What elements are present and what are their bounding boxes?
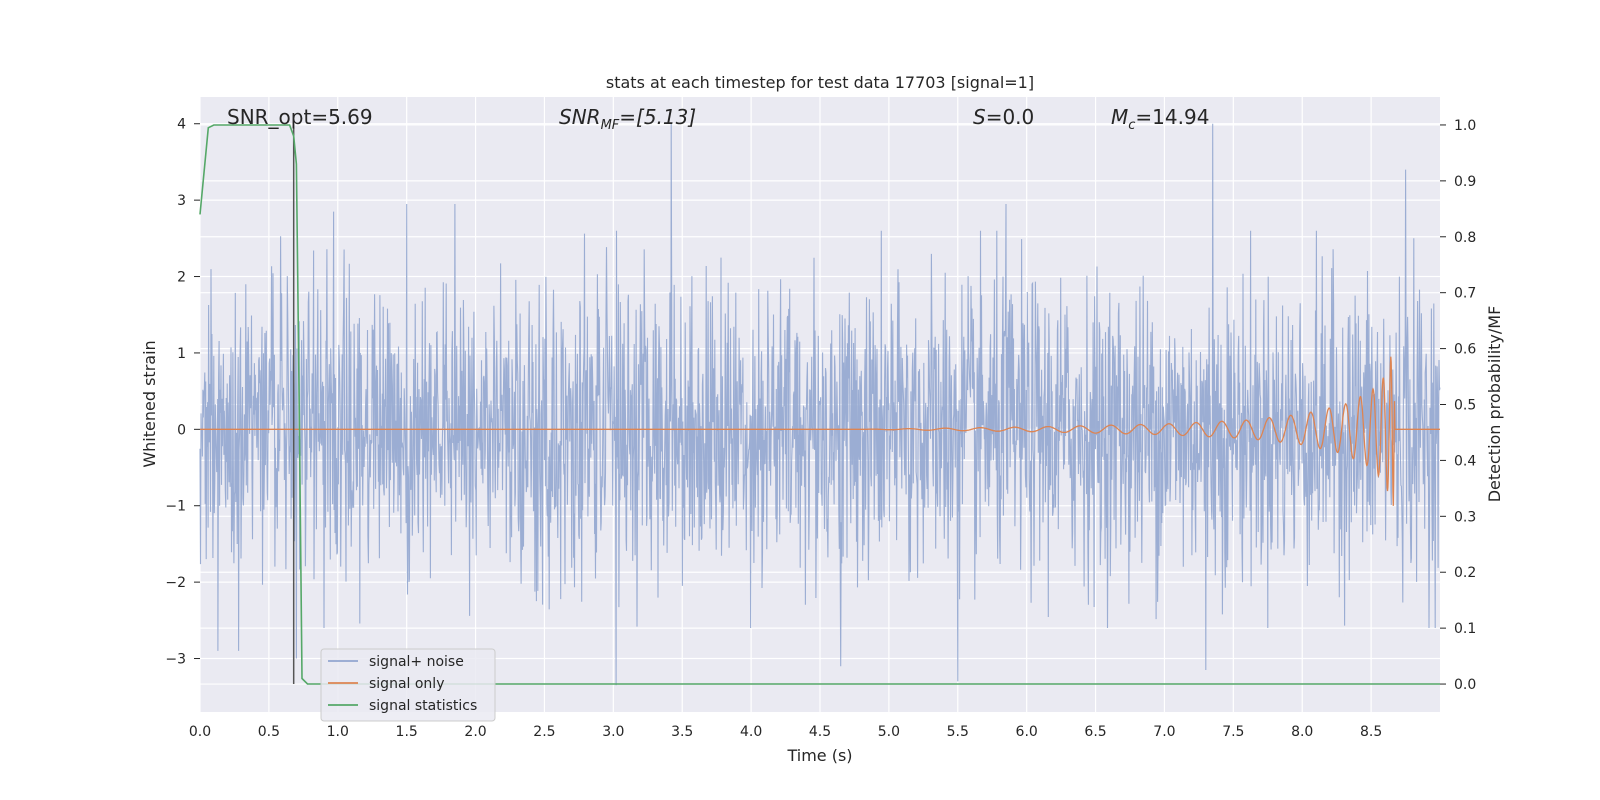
series-signal-only-line bbox=[200, 356, 1440, 506]
x-tick-label: 5.0 bbox=[878, 724, 900, 740]
series-layer bbox=[199, 123, 1441, 686]
y-tick-label-right: 0.1 bbox=[1454, 621, 1476, 637]
legend-label-signal-statistics: signal statistics bbox=[369, 698, 477, 714]
y-tick-label-left: −3 bbox=[165, 652, 186, 668]
y-tick-label-right: 1.0 bbox=[1454, 118, 1476, 134]
x-tick-label: 5.5 bbox=[947, 724, 969, 740]
x-tick-label: 0.0 bbox=[189, 724, 211, 740]
x-tick-label: 2.5 bbox=[533, 724, 555, 740]
legend-box bbox=[320, 648, 496, 722]
annotation-snr-mf: SNRMF=[5.13] bbox=[559, 105, 696, 133]
y-tick-label-left: 1 bbox=[177, 346, 186, 362]
x-tick-label: 8.5 bbox=[1360, 724, 1382, 740]
x-axis-label: Time (s) bbox=[786, 746, 852, 765]
x-tick-label: 0.5 bbox=[258, 724, 280, 740]
series-signal-statistics-line bbox=[199, 124, 1440, 685]
x-tick-label: 3.0 bbox=[602, 724, 624, 740]
y-tick-label-left: 0 bbox=[177, 422, 186, 438]
x-tick-label: 4.0 bbox=[740, 724, 762, 740]
y-tick-label-right: 0.9 bbox=[1454, 174, 1476, 190]
legend-label-signal-noise: signal+ noise bbox=[369, 654, 464, 670]
y-tick-label-left: 2 bbox=[177, 270, 186, 286]
y-tick-label-left: 3 bbox=[177, 193, 186, 209]
y-tick-label-left: 4 bbox=[177, 117, 186, 133]
annotation-mc: Mc=14.94 bbox=[1111, 105, 1209, 133]
y-tick-label-right: 0.3 bbox=[1454, 509, 1476, 525]
y-tick-label-right: 0.0 bbox=[1454, 677, 1476, 693]
legend-label-signal-only: signal only bbox=[369, 676, 444, 692]
y-tick-label-right: 0.6 bbox=[1454, 342, 1476, 358]
y-tick-label-right: 0.4 bbox=[1454, 453, 1476, 469]
x-tick-labels: 0.0 0.5 1.0 1.5 2.0 2.5 3.0 3.5 4.0 4.5 5.0 5.5 6.0 6… bbox=[189, 724, 1382, 740]
annotation-snr-opt: SNR_opt=5.69 bbox=[227, 105, 373, 129]
x-tick-label: 1.0 bbox=[327, 724, 349, 740]
series-signal-noise-line bbox=[199, 123, 1441, 686]
x-tick-label: 1.5 bbox=[396, 724, 418, 740]
x-tick-label: 3.5 bbox=[671, 724, 693, 740]
x-tick-label: 4.5 bbox=[809, 724, 831, 740]
chart-title: stats at each timestep for test data 177… bbox=[606, 73, 1034, 92]
x-tick-label: 2.0 bbox=[464, 724, 486, 740]
annotation-s: S=0.0 bbox=[973, 105, 1034, 129]
y-tick-label-right: 0.8 bbox=[1454, 230, 1476, 246]
x-tick-label: 7.0 bbox=[1153, 724, 1175, 740]
x-tick-label: 8.0 bbox=[1291, 724, 1313, 740]
y-tick-labels-right: 0.0 0.1 0.2 0.3 0.4 0.5 0.6 0.7 0.8 0.9 1.0 bbox=[1440, 118, 1476, 693]
x-tick-label: 7.5 bbox=[1222, 724, 1244, 740]
y-tick-label-right: 0.7 bbox=[1454, 286, 1476, 302]
legend: signal+ noise signal only signal statist… bbox=[320, 648, 496, 722]
y-axis-label-right: Detection probability/MF bbox=[1485, 306, 1504, 503]
x-tick-label: 6.5 bbox=[1084, 724, 1106, 740]
y-tick-label-right: 0.2 bbox=[1454, 565, 1476, 581]
y-axis-label-left: Whitened strain bbox=[140, 340, 159, 467]
y-tick-label-left: −1 bbox=[165, 499, 186, 515]
y-tick-label-left: −2 bbox=[165, 575, 186, 591]
y-tick-label-right: 0.5 bbox=[1454, 398, 1476, 414]
x-tick-label: 6.0 bbox=[1016, 724, 1038, 740]
y-tick-labels-left: −3 −2 −1 0 1 2 3 4 bbox=[165, 117, 200, 668]
